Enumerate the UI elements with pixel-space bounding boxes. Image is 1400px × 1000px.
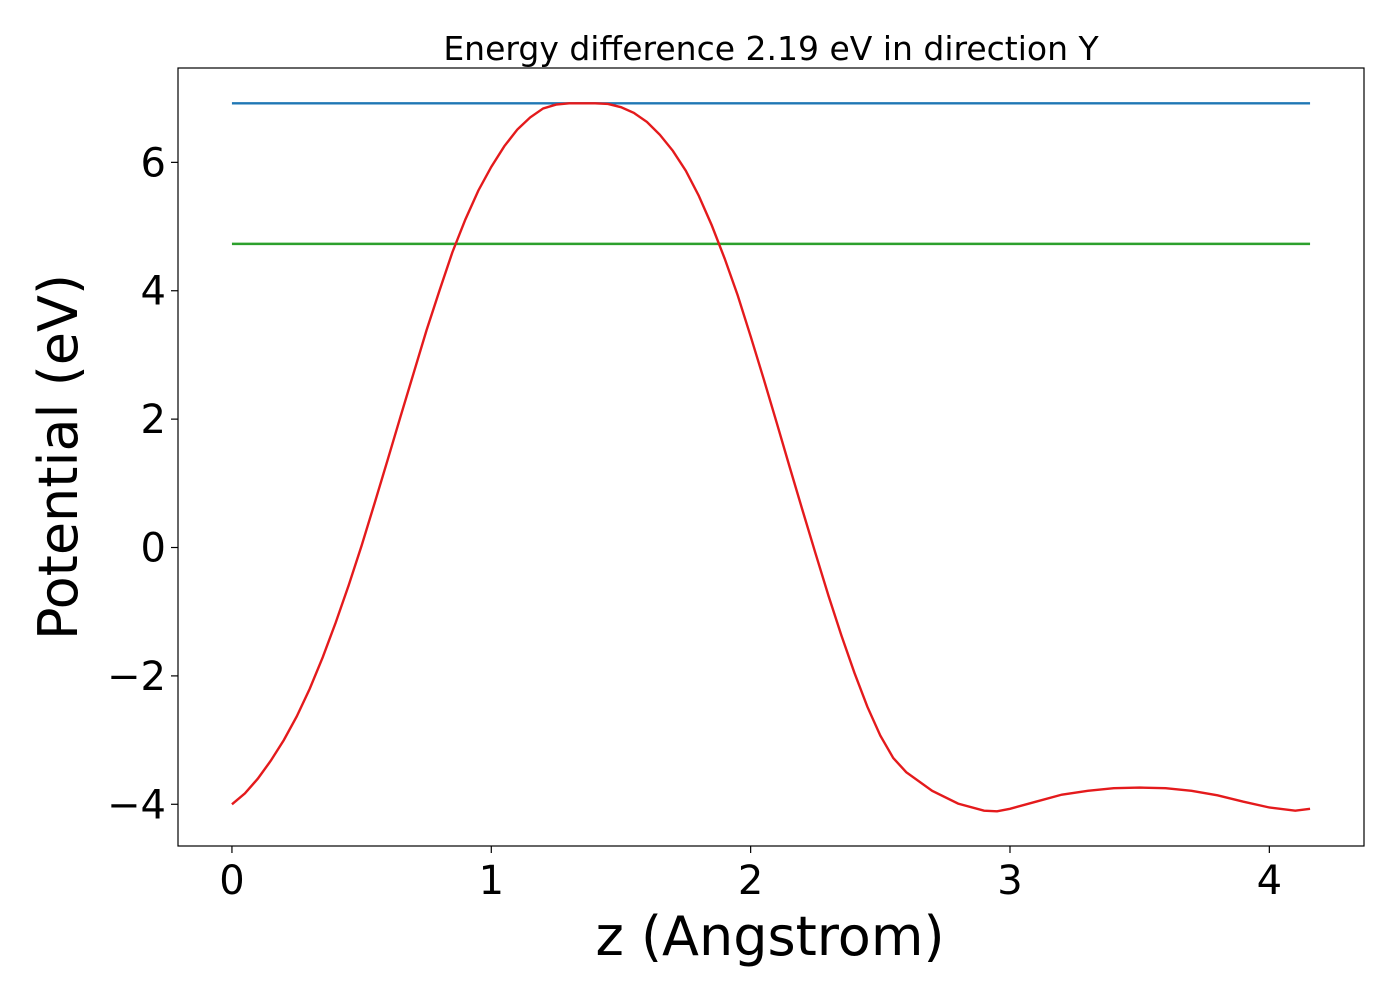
x-axis-label: z (Angstrom) (595, 905, 944, 968)
y-tick-label: 2 (141, 397, 166, 443)
x-tick-label: 0 (219, 858, 244, 904)
chart-title: Energy difference 2.19 eV in direction Y (443, 29, 1099, 68)
y-tick-label: −4 (107, 782, 166, 828)
y-axis-label: Potential (eV) (27, 274, 90, 640)
plot-frame (177, 67, 1365, 847)
y-tick-label: 4 (141, 269, 166, 315)
y-tick-label: 0 (141, 526, 166, 572)
x-tick-label: 4 (1257, 858, 1282, 904)
y-tick-label: −2 (107, 654, 166, 700)
x-tick-label: 3 (997, 858, 1022, 904)
data-line (231, 102, 1311, 813)
y-tick-label: 6 (141, 140, 166, 186)
x-tick-label: 1 (479, 858, 504, 904)
x-tick-label: 2 (738, 858, 763, 904)
